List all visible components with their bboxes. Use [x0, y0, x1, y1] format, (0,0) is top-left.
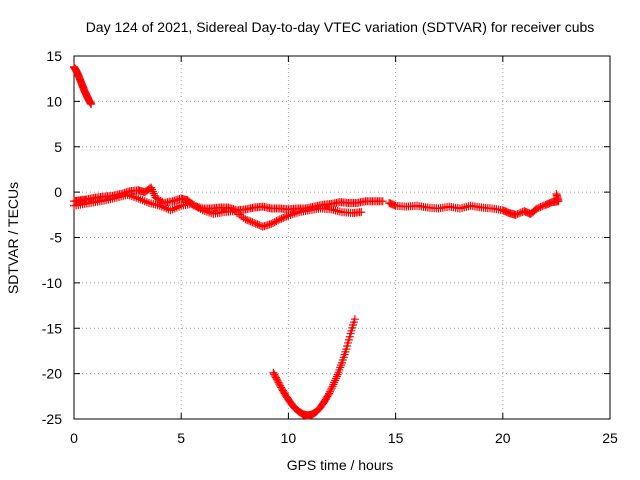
data-point [534, 203, 543, 212]
data-point [272, 217, 281, 226]
data-point [271, 371, 280, 380]
x-axis-label: GPS time / hours [287, 457, 394, 473]
data-point [250, 218, 259, 227]
data-point [275, 215, 284, 224]
data-point [513, 210, 522, 219]
data-point [243, 216, 252, 225]
data-point [275, 380, 284, 389]
data-point [253, 220, 262, 229]
y-tick-label: -5 [50, 230, 63, 246]
data-point [325, 387, 334, 396]
data-point [357, 208, 366, 217]
data-point [276, 381, 285, 390]
y-tick-label: 10 [46, 93, 62, 109]
series-arc-band-lower [70, 190, 366, 231]
data-point [147, 183, 156, 192]
data-point [536, 203, 545, 212]
data-point [255, 221, 264, 230]
y-tick-label: 0 [54, 184, 62, 200]
x-tick-label: 5 [177, 430, 185, 446]
data-point [324, 391, 333, 400]
data-point [533, 204, 542, 213]
data-point [149, 189, 158, 198]
data-point [274, 216, 283, 225]
data-point [269, 368, 278, 377]
data-point [378, 197, 387, 206]
x-tick-label: 0 [70, 430, 78, 446]
x-tick-label: 15 [388, 430, 404, 446]
data-marks [70, 62, 563, 420]
data-point [292, 208, 301, 217]
data-point [329, 380, 338, 389]
data-point [511, 210, 520, 219]
series-arc-band-late [385, 189, 563, 219]
data-point [331, 376, 340, 385]
data-point [330, 378, 339, 387]
data-point [332, 372, 341, 381]
data-point [241, 215, 250, 224]
data-point [350, 315, 359, 324]
data-point [268, 218, 277, 227]
x-tick-label: 10 [281, 430, 297, 446]
data-point [246, 217, 255, 226]
data-point [279, 213, 288, 222]
y-tick-label: -10 [42, 275, 62, 291]
data-point [272, 375, 281, 384]
x-tick-label: 20 [495, 430, 511, 446]
y-tick-label: 5 [54, 139, 62, 155]
data-point [251, 219, 260, 228]
data-point [515, 209, 524, 218]
data-point [148, 185, 157, 194]
y-tick-label: -15 [42, 320, 62, 336]
data-point [270, 370, 279, 379]
data-point [280, 213, 289, 222]
data-point [326, 385, 335, 394]
y-tick-label: -20 [42, 366, 62, 382]
data-point [244, 216, 253, 225]
data-point [331, 374, 340, 383]
data-point [87, 100, 96, 109]
y-tick-label: -25 [42, 411, 62, 427]
data-point [328, 382, 337, 391]
series-arc-deep-dip [269, 315, 359, 420]
data-point [267, 219, 276, 228]
data-point [277, 214, 286, 223]
data-point [552, 189, 561, 198]
data-point [270, 218, 279, 227]
chart-title: Day 124 of 2021, Sidereal Day-to-day VTE… [86, 19, 595, 35]
data-point [273, 376, 282, 385]
y-axis-label: SDTVAR / TECUs [5, 182, 21, 294]
plot-frame [73, 55, 611, 420]
data-point [274, 378, 283, 387]
series-arc-early-high [70, 62, 96, 109]
data-point [327, 384, 336, 393]
y-tick-label: 15 [46, 48, 62, 64]
ticks: 0 5 10 15 20 25 -25 -20 -15 -10 -5 0 5 10 15 [42, 48, 618, 446]
data-point [271, 373, 280, 382]
data-point [538, 202, 547, 211]
data-point [325, 389, 334, 398]
x-tick-label: 25 [602, 430, 618, 446]
data-point [148, 187, 157, 196]
data-point [284, 211, 293, 220]
data-point [248, 218, 257, 227]
grid [74, 56, 610, 419]
data-point [282, 212, 291, 221]
